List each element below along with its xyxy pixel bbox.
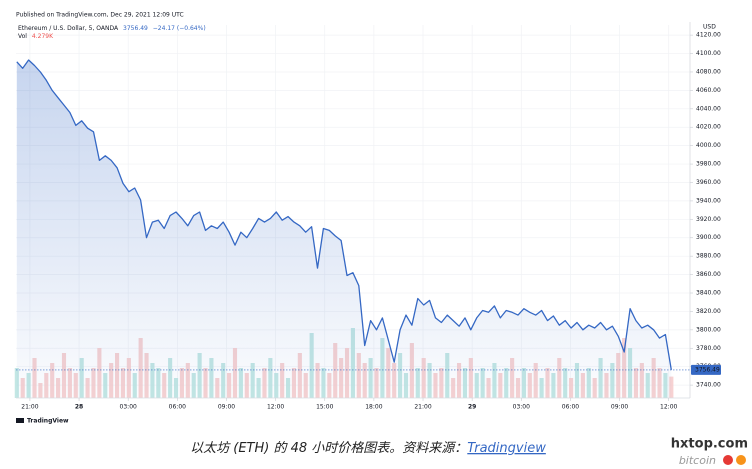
last-price: 3756.49: [123, 25, 148, 32]
x-tick-label: 18:00: [365, 404, 382, 411]
x-tick-label: 15:00: [316, 404, 333, 411]
y-tick-label: 3740.00: [696, 382, 721, 389]
x-tick-label: 03:00: [513, 404, 530, 411]
x-tick-label: 12:00: [660, 404, 677, 411]
watermark-site: hxtop.com: [671, 437, 748, 452]
y-tick-label: 4060.00: [696, 87, 721, 94]
watermark-icon: [723, 455, 733, 465]
y-tick-label: 3900.00: [696, 234, 721, 241]
caption: 以太坊 (ETH) 的 48 小时价格图表。资料来源：Tradingview: [190, 441, 546, 456]
last-price-label: 3756.49: [695, 366, 720, 373]
price-line: [16, 59, 672, 371]
x-tick-label: 03:00: [120, 404, 137, 411]
y-tick-label: 3980.00: [696, 161, 721, 168]
x-tick-label: 09:00: [218, 404, 235, 411]
y-tick-label: 4040.00: [696, 105, 721, 112]
volume-legend: Vol 4.279K: [18, 33, 54, 40]
y-tick-label: 4080.00: [696, 68, 721, 75]
volume-bar: [669, 376, 674, 398]
watermark-icon: [736, 455, 746, 465]
y-tick-label: 3880.00: [696, 253, 721, 260]
plot: [16, 59, 690, 398]
legend: Ethereum / U.S. Dollar, 5, OANDA 3756.49…: [18, 25, 206, 32]
watermark-sub: bitcoin: [679, 454, 716, 467]
y-tick-label: 4100.00: [696, 50, 721, 57]
y-tick-label: 3820.00: [696, 308, 721, 315]
x-tick-label: 29: [468, 404, 476, 411]
x-tick-label: 21:00: [21, 404, 38, 411]
last-price-box: [691, 364, 721, 375]
logo-text: TradingView: [27, 418, 69, 425]
y-tick-label: 4000.00: [696, 142, 721, 149]
x-tick-label: 09:00: [611, 404, 628, 411]
y-tick-label: 4020.00: [696, 124, 721, 131]
x-tick-label: 28: [75, 404, 83, 411]
tradingview-logo: TradingView: [16, 418, 69, 425]
y-tick-label: 3860.00: [696, 271, 721, 278]
volume-name: Vol: [18, 33, 27, 40]
price-change: −24.17 (−0.64%): [153, 25, 206, 32]
price-area: [16, 60, 672, 398]
logo-icon: [16, 418, 24, 423]
y-tick-label: 3840.00: [696, 290, 721, 297]
x-tick-label: 06:00: [562, 404, 579, 411]
x-tick-label: 06:00: [169, 404, 186, 411]
y-tick-label: 3940.00: [696, 197, 721, 204]
x-tick-label: 12:00: [267, 404, 284, 411]
caption-link[interactable]: Tradingview: [467, 441, 546, 456]
volume-value: 4.279K: [32, 33, 54, 40]
symbol: Ethereum / U.S. Dollar, 5, OANDA: [18, 25, 119, 32]
x-tick-label: 21:00: [414, 404, 431, 411]
y-tick-label: 3780.00: [696, 345, 721, 352]
y-tick-label: 3920.00: [696, 216, 721, 223]
y-tick-label: 3800.00: [696, 326, 721, 333]
y-tick-label: 3960.00: [696, 179, 721, 186]
y-tick-label: 4120.00: [696, 32, 721, 39]
caption-text: 以太坊 (ETH) 的 48 小时价格图表。资料来源：: [190, 441, 467, 456]
publisher: Published on TradingView.com, Dec 29, 20…: [16, 12, 184, 19]
currency: USD: [703, 24, 716, 31]
